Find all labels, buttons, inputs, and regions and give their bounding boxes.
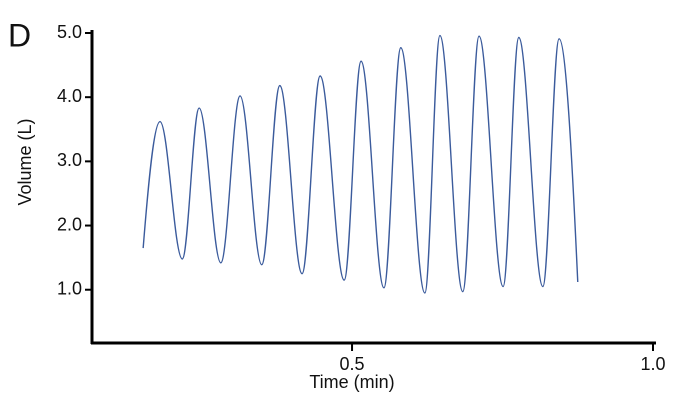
y-tick-label: 2.0 — [57, 214, 82, 234]
y-tick-label: 4.0 — [57, 86, 82, 106]
y-tick-label: 5.0 — [57, 22, 82, 42]
y-tick-label: 1.0 — [57, 278, 82, 298]
y-axis-label: Volume (L) — [15, 118, 35, 205]
x-axis-label: Time (min) — [309, 372, 394, 392]
x-tick-label: 1.0 — [640, 354, 665, 374]
y-tick-label: 3.0 — [57, 150, 82, 170]
x-tick-label: 0.5 — [340, 354, 365, 374]
panel-label: D — [8, 17, 31, 53]
data-line — [142, 34, 579, 294]
